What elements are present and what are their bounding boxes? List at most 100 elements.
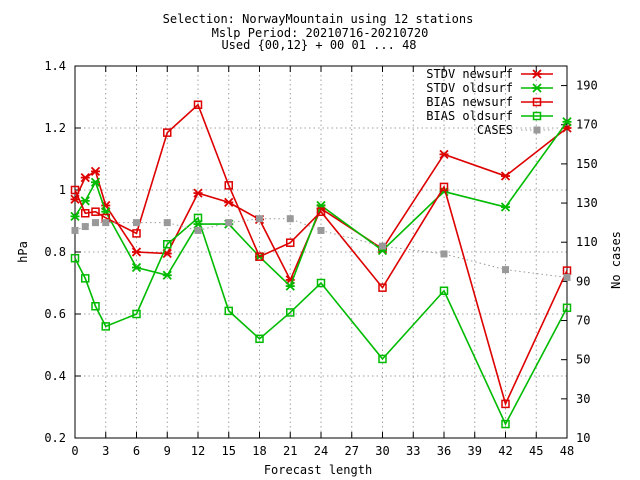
data-point — [286, 238, 295, 247]
data-point — [224, 181, 233, 190]
series-line — [74, 216, 568, 426]
y2-axis-label: No cases — [609, 231, 623, 289]
data-point — [193, 213, 203, 223]
data-point — [286, 215, 294, 223]
series-group — [70, 100, 572, 429]
data-point — [133, 219, 140, 227]
data-point — [317, 226, 325, 234]
data-point — [439, 149, 449, 159]
data-point — [316, 278, 326, 288]
y2-tick-label: 190 — [576, 79, 598, 93]
x-tick-label: 6 — [133, 444, 140, 458]
y2-tick-label: 30 — [576, 392, 590, 406]
data-point — [70, 185, 80, 195]
y-tick-label: 0.6 — [44, 307, 66, 321]
data-point — [91, 302, 100, 311]
chart-title-line-1: Selection: NorwayMountain using 12 stati… — [163, 12, 474, 26]
legend-item: STDV oldsurf — [426, 81, 553, 95]
legend-marker — [532, 83, 542, 93]
data-point — [81, 223, 89, 231]
x-tick-label: 18 — [252, 444, 266, 458]
legend-label: STDV newsurf — [426, 67, 513, 81]
data-point — [80, 172, 90, 183]
chart-title-line-3: Used {00,12} + 00 01 ... 48 — [221, 38, 416, 52]
data-point — [286, 308, 295, 317]
y-tick-label: 1.4 — [44, 59, 66, 73]
data-point — [102, 219, 110, 227]
data-point — [224, 306, 233, 316]
x-tick-label: 36 — [437, 444, 451, 458]
data-point — [439, 286, 449, 295]
chart-title-svg: Selection: NorwayMountain using 12 stati… — [163, 12, 474, 52]
data-point — [378, 283, 387, 292]
data-point — [101, 322, 110, 331]
data-point — [131, 247, 142, 257]
axes: 0 3 6 9 12 15 18 21 24 27 30 33 36 39 42 45 480.20.40.60… — [44, 59, 597, 458]
data-point — [194, 226, 202, 234]
data-point — [563, 273, 571, 281]
x-tick-label: 21 — [283, 444, 297, 458]
x-tick-label: 3 — [102, 444, 109, 458]
data-point — [70, 211, 80, 221]
x-tick-label: 27 — [345, 444, 359, 458]
x-tick-label: 48 — [560, 444, 574, 458]
y2-tick-label: 110 — [576, 235, 598, 249]
data-point — [502, 266, 509, 274]
data-point — [162, 270, 172, 280]
data-point — [132, 229, 141, 238]
data-point — [501, 399, 510, 409]
data-point — [256, 215, 263, 223]
x-tick-label: 30 — [375, 444, 389, 458]
y-tick-label: 0.2 — [44, 431, 66, 445]
data-point — [90, 166, 101, 177]
y-tick-label: 0.8 — [44, 245, 66, 259]
data-point — [131, 262, 142, 273]
y2-tick-label: 50 — [576, 353, 590, 367]
chart-title-line-2: Mslp Period: 20210716-20210720 — [212, 26, 429, 40]
series-line — [74, 218, 568, 278]
data-point — [92, 219, 99, 227]
x-tick-label: 12 — [191, 444, 205, 458]
data-point — [225, 219, 233, 227]
data-point — [500, 202, 511, 212]
legend-item: CASES — [477, 123, 553, 137]
data-point — [132, 309, 141, 319]
series-cases — [71, 215, 571, 281]
series-line — [74, 121, 568, 288]
data-point — [440, 250, 448, 258]
legend-label: BIAS newsurf — [426, 95, 513, 109]
legend-item: BIAS newsurf — [426, 95, 553, 109]
x-tick-label: 42 — [498, 444, 512, 458]
data-point — [70, 253, 80, 263]
data-point — [224, 197, 234, 208]
legend-label: BIAS oldsurf — [426, 109, 513, 123]
y2-tick-label: 10 — [576, 431, 590, 445]
y2-tick-label: 90 — [576, 274, 590, 288]
legend-marker — [532, 69, 542, 79]
data-point — [193, 100, 203, 109]
data-point — [255, 252, 264, 261]
series-bias-oldsurf — [70, 213, 572, 429]
data-point — [379, 242, 386, 250]
data-point — [163, 128, 172, 137]
x-tick-label: 39 — [468, 444, 482, 458]
y2-tick-label: 150 — [576, 157, 598, 171]
data-point — [81, 274, 90, 283]
legend-marker — [532, 111, 542, 121]
data-point — [91, 207, 100, 216]
y-tick-label: 1.2 — [44, 121, 66, 135]
data-point — [439, 182, 449, 192]
y-tick-label: 1 — [59, 183, 66, 197]
data-point — [562, 117, 572, 127]
data-point — [562, 303, 572, 313]
legend-label: STDV oldsurf — [426, 81, 513, 95]
x-tick-label: 0 — [71, 444, 78, 458]
legend-item: STDV newsurf — [426, 67, 553, 81]
legend-label: CASES — [477, 123, 513, 137]
x-tick-label: 45 — [529, 444, 543, 458]
data-point — [163, 240, 172, 249]
x-tick-label: 15 — [222, 444, 236, 458]
data-point — [285, 281, 295, 291]
